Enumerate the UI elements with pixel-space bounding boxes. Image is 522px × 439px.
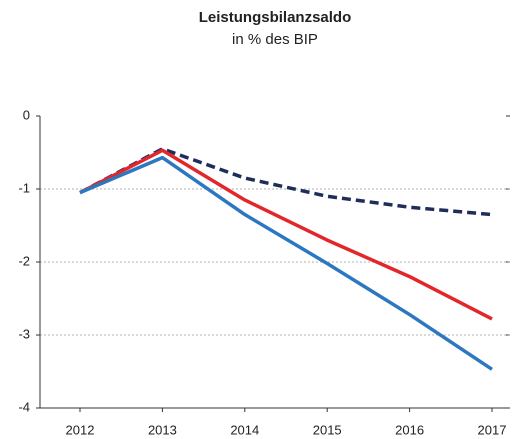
line-series <box>79 155 493 371</box>
y-tick-label: -4 <box>18 399 30 414</box>
chart-title: Leistungsbilanzsaldo <box>199 9 352 26</box>
x-tick-label: 2017 <box>478 422 507 437</box>
x-tick-label: 2014 <box>230 422 259 437</box>
x-tick-label: 2012 <box>66 422 95 437</box>
y-tick-label: -1 <box>18 180 30 195</box>
y-tick-label: -3 <box>18 326 30 341</box>
x-tick-label: 2015 <box>313 422 342 437</box>
line-series <box>79 148 493 321</box>
line-series <box>79 147 493 217</box>
x-tick-label: 2013 <box>148 422 177 437</box>
x-tick-label: 2016 <box>395 422 424 437</box>
y-tick-label: -2 <box>18 253 30 268</box>
chart-subtitle: in % des BIP <box>232 31 318 48</box>
y-tick-label: 0 <box>23 107 30 122</box>
